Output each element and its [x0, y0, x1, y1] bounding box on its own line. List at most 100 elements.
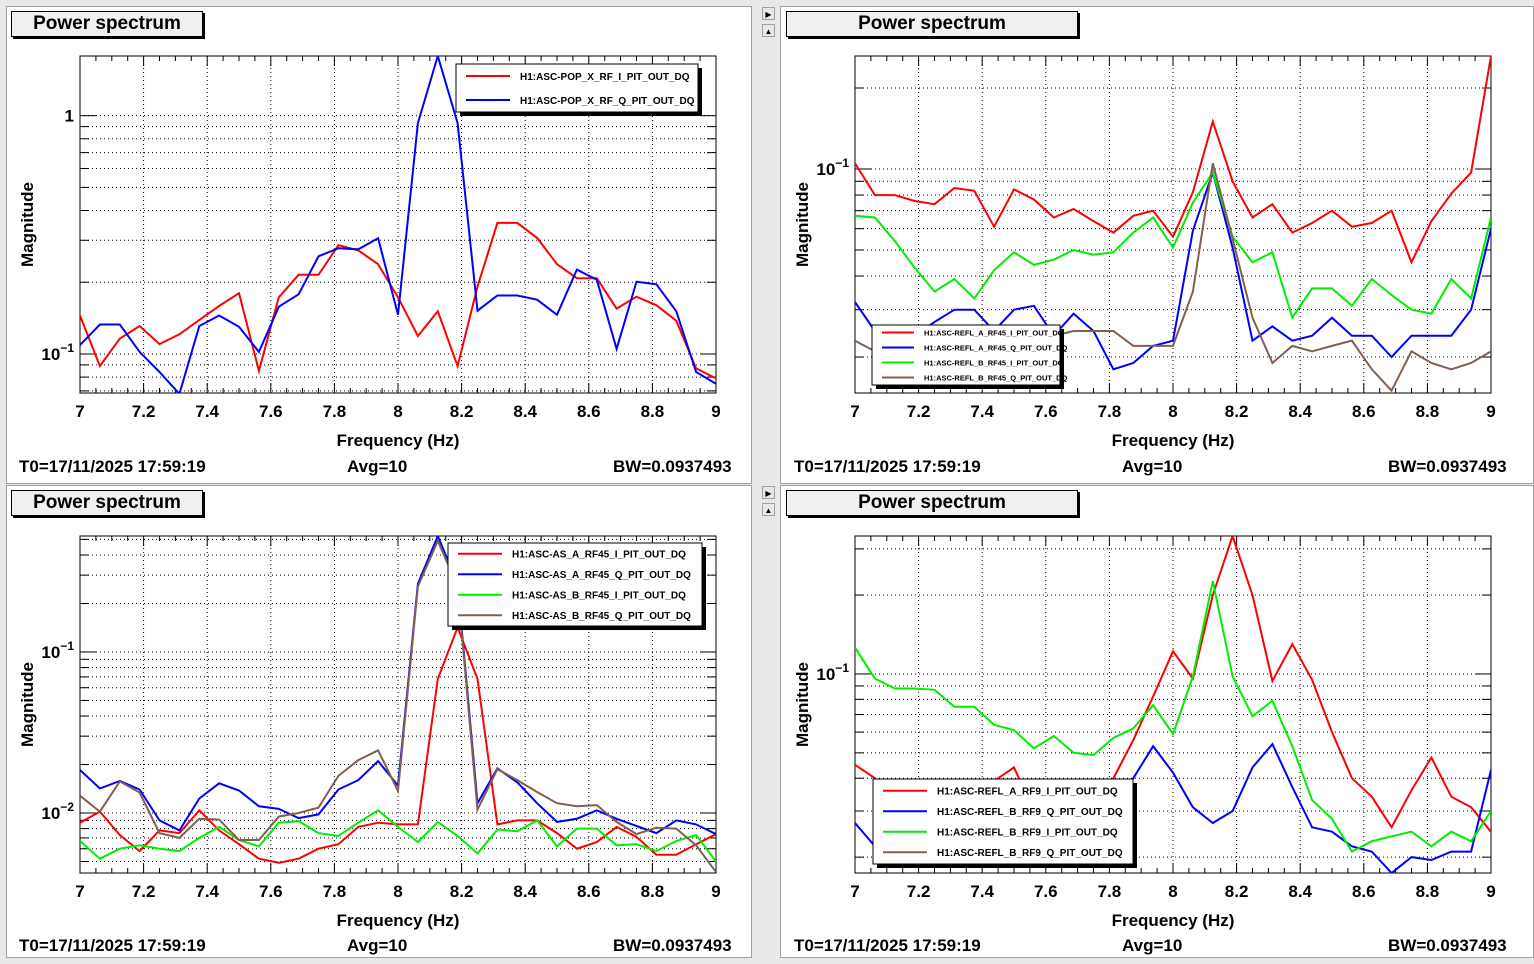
legend-entry: H1:ASC-POP_X_RF_I_PIT_OUT_DQ — [520, 72, 690, 83]
footer-t0: T0=17/11/2025 17:59:19 — [19, 457, 206, 476]
footer-bw: BW=0.0937493 — [613, 936, 732, 955]
x-tick-label: 8.6 — [577, 882, 601, 901]
footer-avg: Avg=10 — [347, 457, 408, 476]
panel-title: Power spectrum — [786, 490, 1078, 516]
footer-bw: BW=0.0937493 — [1388, 457, 1507, 476]
plot-panel-bottom-right: Power spectrum 7 7.2 7.4 7.6 7.8 8 8.2 8.4 8.6 8.… — [780, 485, 1534, 958]
x-tick-label: 8 — [393, 882, 402, 901]
x-tick-label: 7.6 — [1034, 882, 1058, 901]
x-tick-label: 7.8 — [323, 882, 347, 901]
expand-up-button[interactable]: ▲ — [762, 24, 775, 37]
legend-entry: H1:ASC-REFL_B_RF9_Q_PIT_OUT_DQ — [937, 848, 1123, 859]
legend-box — [455, 63, 699, 113]
x-tick-label: 8.2 — [1225, 402, 1249, 421]
legend-entry: H1:ASC-REFL_B_RF9_I_PIT_OUT_DQ — [937, 828, 1118, 839]
legend-entry: H1:ASC-REFL_A_RF45_I_PIT_OUT_DQ — [924, 328, 1064, 337]
legend-entry: H1:ASC-REFL_B_RF45_I_PIT_OUT_DQ — [924, 358, 1064, 367]
x-axis-label: Frequency (Hz) — [337, 911, 460, 930]
x-tick-label: 9 — [711, 402, 720, 421]
x-tick-label: 7.2 — [132, 402, 156, 421]
x-tick-label: 8.4 — [513, 402, 537, 421]
footer-t0: T0=17/11/2025 17:59:19 — [794, 936, 981, 955]
x-tick-label: 8.2 — [1225, 882, 1249, 901]
x-tick-label: 7.2 — [907, 882, 931, 901]
series-line-1 — [80, 56, 716, 393]
footer-bw: BW=0.0937493 — [1388, 936, 1507, 955]
series-line-3 — [80, 538, 716, 873]
series-line-2 — [855, 580, 1491, 853]
plot-panel-top-left: Power spectrum 7 7.2 7.4 7.6 7.8 8 8.2 8.4 8.6 8.… — [6, 6, 752, 484]
x-tick-label: 8 — [1168, 402, 1177, 421]
series-line-0 — [80, 221, 716, 380]
footer-t0: T0=17/11/2025 17:59:19 — [794, 457, 981, 476]
x-tick-label: 7.4 — [195, 402, 219, 421]
y-tick-label: 10−1 — [41, 341, 74, 364]
footer-bw: BW=0.0937493 — [613, 457, 732, 476]
y-tick-label: 1 — [65, 107, 74, 126]
plot-panel-bottom-left: Power spectrum 7 7.2 7.4 7.6 7.8 8 8.2 8.4 8.6 8.… — [6, 485, 752, 958]
x-tick-label: 8.6 — [1352, 882, 1376, 901]
series-line-2 — [80, 809, 716, 863]
series-line-0 — [80, 624, 716, 864]
spectrum-chart: 7 7.2 7.4 7.6 7.8 8 8.2 8.4 8.6 8.8 9 1 10−1 Frequenc… — [18, 55, 721, 450]
expand-right-button[interactable]: ▶ — [762, 7, 775, 20]
legend-entry: H1:ASC-REFL_A_RF45_Q_PIT_OUT_DQ — [924, 343, 1068, 352]
window-bottom-strip — [0, 958, 1534, 964]
footer-avg: Avg=10 — [347, 936, 408, 955]
x-tick-label: 7 — [850, 402, 859, 421]
spectrum-chart: 7 7.2 7.4 7.6 7.8 8 8.2 8.4 8.6 8.8 9 10−1 Frequency… — [793, 535, 1496, 930]
x-tick-label: 7.8 — [1098, 882, 1122, 901]
x-tick-label: 7.2 — [132, 882, 156, 901]
legend-box — [447, 542, 703, 627]
legend-entry: H1:ASC-REFL_B_RF9_Q_PIT_OUT_DQ — [937, 807, 1123, 818]
x-tick-label: 7.8 — [323, 402, 347, 421]
x-tick-label: 7 — [75, 882, 84, 901]
legend-entry: H1:ASC-POP_X_RF_Q_PIT_OUT_DQ — [520, 96, 695, 107]
x-tick-label: 8.6 — [577, 402, 601, 421]
x-tick-label: 7 — [75, 402, 84, 421]
window-top-bar — [0, 0, 1534, 6]
expand-up-button[interactable]: ▲ — [762, 503, 775, 516]
y-axis-label: Magnitude — [18, 182, 37, 267]
y-axis-label: Magnitude — [18, 662, 37, 747]
x-tick-label: 7 — [850, 882, 859, 901]
series-line-0 — [855, 56, 1491, 265]
x-tick-label: 8.2 — [450, 402, 474, 421]
y-tick-label: 10−1 — [816, 661, 849, 684]
x-tick-label: 7.8 — [1098, 402, 1122, 421]
spectrum-chart: 7 7.2 7.4 7.6 7.8 8 8.2 8.4 8.6 8.8 9 10−1 10−2 Frequ… — [18, 535, 721, 930]
x-tick-label: 7.2 — [907, 402, 931, 421]
x-tick-label: 8 — [393, 402, 402, 421]
x-tick-label: 7.4 — [195, 882, 219, 901]
y-axis-label: Magnitude — [793, 182, 812, 267]
x-tick-label: 8 — [1168, 882, 1177, 901]
legend-entry: H1:ASC-AS_A_RF45_I_PIT_OUT_DQ — [512, 550, 686, 561]
legend-entry: H1:ASC-REFL_B_RF45_Q_PIT_OUT_DQ — [924, 373, 1068, 382]
x-tick-label: 9 — [1486, 882, 1495, 901]
legend-entry: H1:ASC-AS_B_RF45_Q_PIT_OUT_DQ — [512, 611, 691, 622]
x-tick-label: 8.6 — [1352, 402, 1376, 421]
plot-panel-top-right: Power spectrum 7 7.2 7.4 7.6 7.8 8 8.2 8.4 8.6 8.… — [780, 6, 1534, 484]
x-tick-label: 8.4 — [1288, 402, 1312, 421]
x-tick-label: 7.4 — [970, 402, 994, 421]
x-tick-label: 9 — [711, 882, 720, 901]
x-tick-label: 7.6 — [259, 882, 283, 901]
series-line-2 — [855, 170, 1491, 320]
y-tick-label: 10−2 — [41, 800, 74, 823]
spectrum-chart: 7 7.2 7.4 7.6 7.8 8 8.2 8.4 8.6 8.8 9 10−1 Frequency… — [793, 55, 1496, 450]
y-tick-label: 10−1 — [41, 639, 74, 662]
panel-title: Power spectrum — [11, 11, 203, 37]
x-axis-label: Frequency (Hz) — [337, 431, 460, 450]
panel-title: Power spectrum — [786, 11, 1078, 37]
footer-avg: Avg=10 — [1122, 936, 1183, 955]
y-axis-label: Magnitude — [793, 662, 812, 747]
x-tick-label: 7.6 — [1034, 402, 1058, 421]
expand-right-button[interactable]: ▶ — [762, 486, 775, 499]
footer-t0: T0=17/11/2025 17:59:19 — [19, 936, 206, 955]
x-tick-label: 8.8 — [641, 402, 665, 421]
legend-entry: H1:ASC-AS_A_RF45_Q_PIT_OUT_DQ — [512, 570, 691, 581]
legend-entry: H1:ASC-REFL_A_RF9_I_PIT_OUT_DQ — [937, 787, 1118, 798]
x-tick-label: 8.2 — [450, 882, 474, 901]
footer-avg: Avg=10 — [1122, 457, 1183, 476]
series-line-1 — [855, 169, 1491, 371]
